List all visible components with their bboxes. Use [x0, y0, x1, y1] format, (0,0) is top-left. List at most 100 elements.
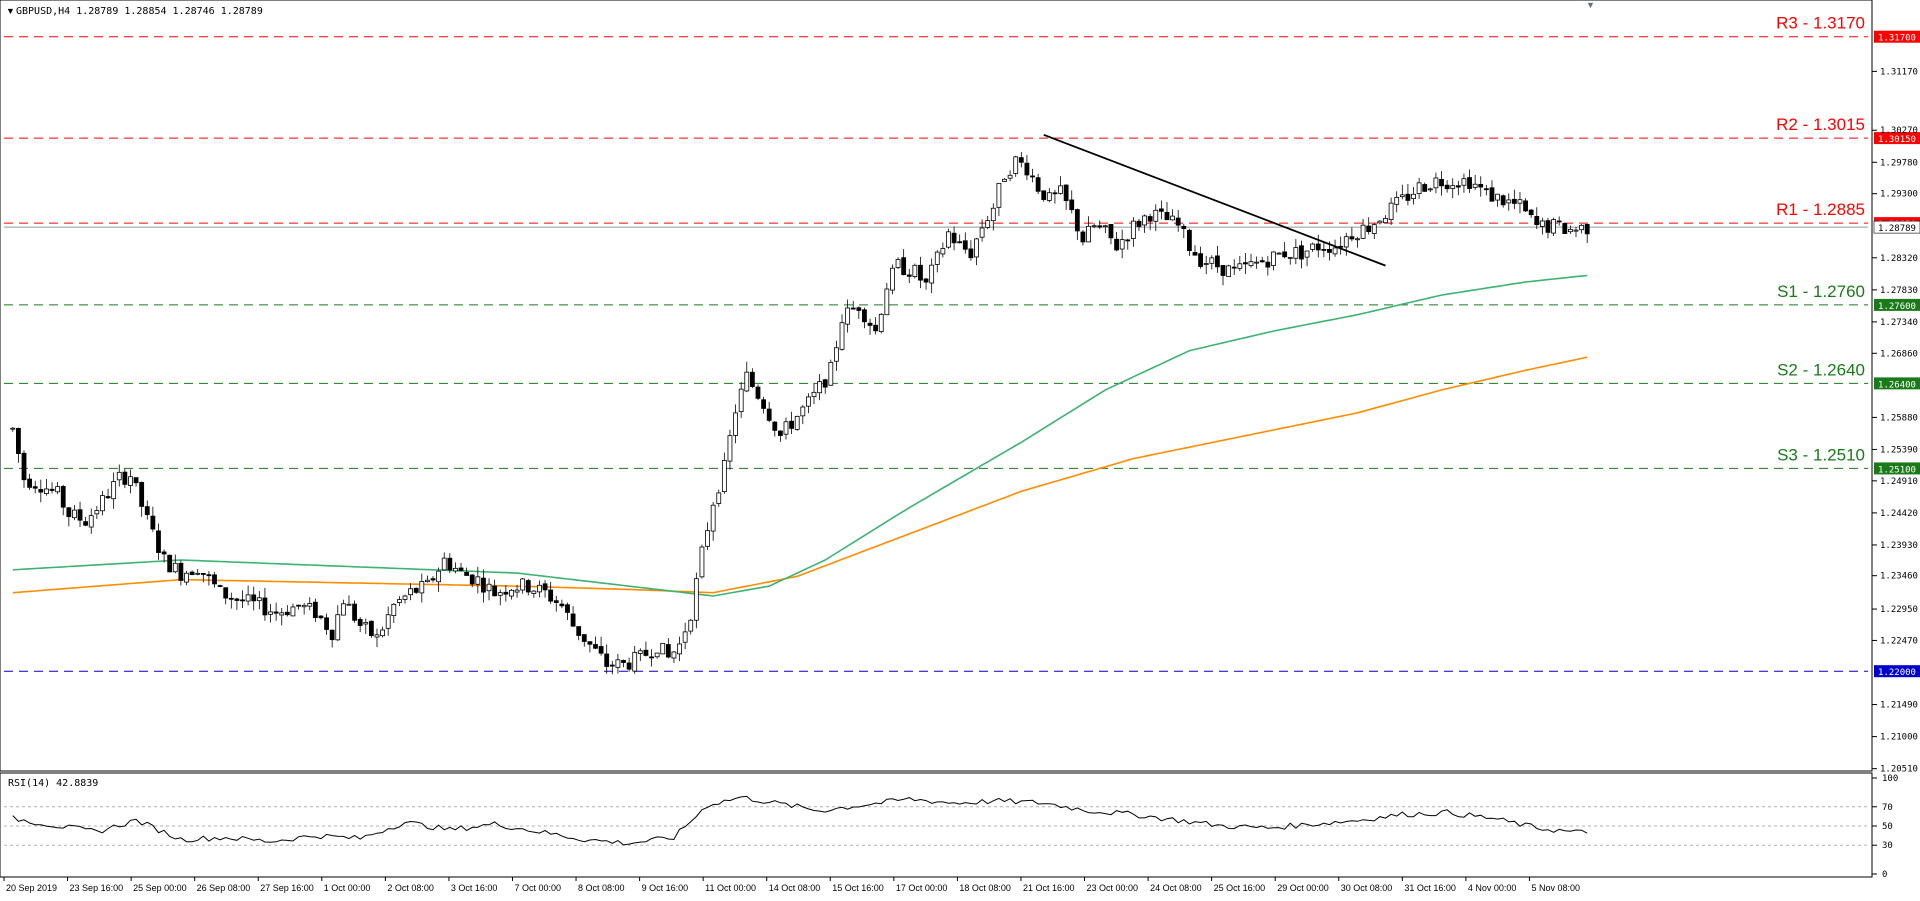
candle[interactable]: [1495, 193, 1500, 207]
candle[interactable]: [525, 579, 531, 596]
candle[interactable]: [307, 597, 313, 611]
candle[interactable]: [144, 500, 150, 520]
candle[interactable]: [1271, 251, 1276, 271]
candle[interactable]: [1243, 252, 1248, 274]
candle[interactable]: [990, 203, 996, 231]
candle[interactable]: [1164, 202, 1170, 221]
candle[interactable]: [671, 651, 677, 664]
candle[interactable]: [284, 605, 290, 617]
candle[interactable]: [895, 257, 901, 270]
candle[interactable]: [637, 648, 643, 662]
candle[interactable]: [1215, 245, 1220, 273]
candle[interactable]: [346, 595, 352, 606]
candle[interactable]: [783, 417, 789, 440]
candle[interactable]: [1097, 220, 1103, 230]
candle[interactable]: [1523, 198, 1528, 213]
candle[interactable]: [1035, 173, 1041, 194]
candle[interactable]: [44, 478, 49, 496]
candle[interactable]: [1046, 188, 1052, 203]
candle[interactable]: [1074, 208, 1080, 241]
candle[interactable]: [1304, 250, 1310, 267]
candle[interactable]: [1528, 208, 1534, 218]
candle[interactable]: [133, 477, 139, 487]
candle[interactable]: [1450, 178, 1456, 199]
candle[interactable]: [1455, 180, 1461, 196]
candle[interactable]: [878, 313, 884, 334]
candle[interactable]: [212, 572, 217, 588]
candle[interactable]: [559, 599, 565, 609]
candle[interactable]: [1209, 255, 1215, 270]
candle[interactable]: [1411, 186, 1416, 205]
candle[interactable]: [128, 469, 133, 494]
candle[interactable]: [856, 306, 862, 319]
candle[interactable]: [1259, 256, 1265, 263]
candle[interactable]: [962, 232, 968, 254]
candle[interactable]: [946, 228, 951, 249]
candle[interactable]: [1500, 194, 1506, 208]
candle[interactable]: [1444, 180, 1450, 193]
candle[interactable]: [301, 602, 307, 615]
candle[interactable]: [1579, 224, 1584, 234]
candle[interactable]: [1069, 190, 1075, 214]
candle[interactable]: [542, 580, 548, 598]
candle[interactable]: [1130, 217, 1136, 247]
candle[interactable]: [1265, 256, 1271, 276]
candle[interactable]: [1511, 189, 1517, 210]
candle[interactable]: [929, 258, 935, 294]
candle[interactable]: [458, 562, 464, 572]
candle[interactable]: [1567, 225, 1573, 234]
candle[interactable]: [1556, 216, 1562, 226]
candle[interactable]: [324, 613, 329, 635]
candle[interactable]: [1091, 223, 1097, 229]
candle[interactable]: [413, 587, 419, 594]
scroll-right-icon[interactable]: ▼: [1586, 0, 1595, 10]
candle[interactable]: [312, 598, 318, 622]
candle[interactable]: [396, 596, 402, 607]
candle[interactable]: [1478, 176, 1484, 197]
candle[interactable]: [632, 645, 638, 674]
candle[interactable]: [1119, 229, 1125, 259]
candle[interactable]: [240, 590, 245, 608]
candle[interactable]: [565, 602, 570, 621]
candle[interactable]: [430, 576, 436, 583]
candle[interactable]: [217, 584, 223, 588]
candle[interactable]: [55, 481, 61, 495]
candle[interactable]: [1018, 151, 1024, 168]
candle[interactable]: [621, 659, 626, 668]
candle[interactable]: [469, 574, 475, 588]
candle[interactable]: [1315, 234, 1321, 258]
candle[interactable]: [862, 307, 867, 329]
candle[interactable]: [1136, 218, 1142, 231]
candle[interactable]: [290, 603, 296, 617]
candle[interactable]: [1517, 191, 1523, 214]
candle[interactable]: [77, 501, 83, 528]
candle[interactable]: [256, 591, 262, 610]
candle[interactable]: [570, 606, 576, 627]
candle[interactable]: [189, 570, 195, 576]
candle[interactable]: [453, 562, 458, 574]
candle[interactable]: [822, 378, 828, 394]
candle[interactable]: [1181, 223, 1187, 239]
candle[interactable]: [615, 653, 621, 674]
candle[interactable]: [72, 505, 77, 521]
candle[interactable]: [1108, 224, 1114, 245]
candle[interactable]: [497, 589, 503, 606]
candle[interactable]: [744, 361, 750, 393]
candle[interactable]: [1226, 264, 1232, 277]
candle[interactable]: [1276, 252, 1282, 255]
candle[interactable]: [1220, 265, 1226, 286]
candle[interactable]: [581, 634, 587, 647]
candle[interactable]: [228, 592, 234, 609]
candle[interactable]: [1360, 219, 1366, 240]
candle[interactable]: [1192, 245, 1198, 256]
candle[interactable]: [83, 516, 89, 527]
candle[interactable]: [178, 560, 184, 586]
candle[interactable]: [184, 570, 189, 586]
candle[interactable]: [139, 481, 145, 517]
candle[interactable]: [576, 626, 582, 641]
candle[interactable]: [688, 618, 694, 635]
candle[interactable]: [817, 374, 823, 401]
candle[interactable]: [1383, 215, 1388, 224]
candle[interactable]: [1102, 224, 1108, 234]
candle[interactable]: [682, 622, 688, 650]
